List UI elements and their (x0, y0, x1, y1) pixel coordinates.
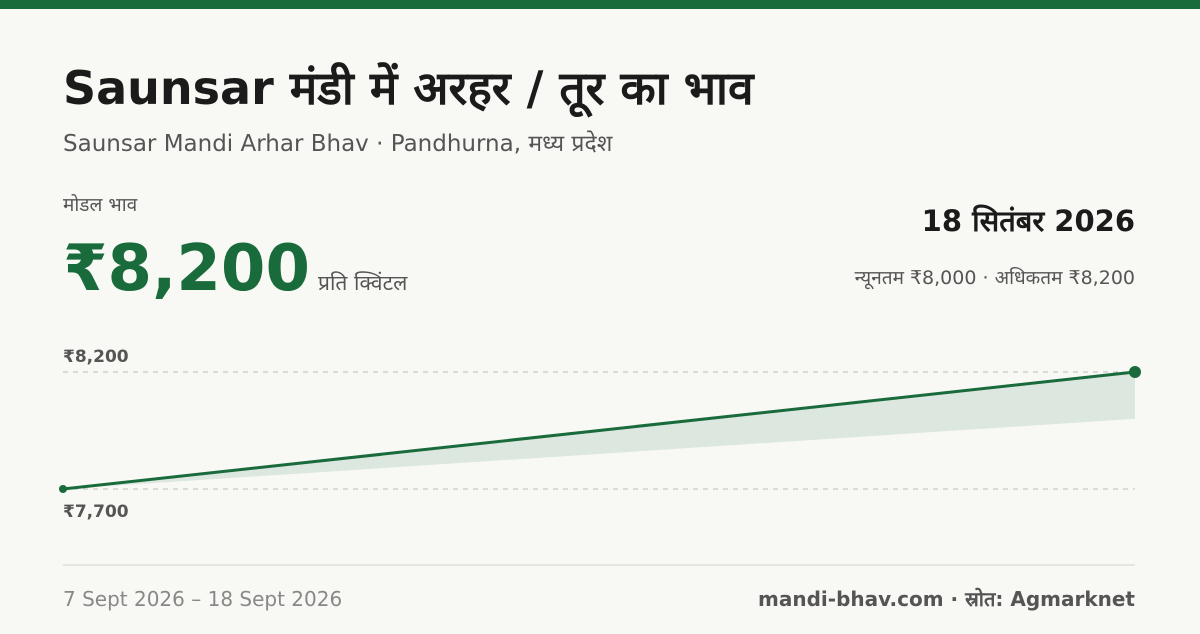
price-unit: प्रति क्विंटल (318, 271, 408, 295)
y-tick-label: ₹7,700 (63, 502, 129, 522)
date: 18 सितंबर 2026 (922, 204, 1135, 238)
y-tick-label: ₹8,200 (63, 347, 129, 367)
plot: ₹8,200 ₹7,700 (59, 347, 1141, 522)
source: mandi-bhav.com · स्रोत: Agmarknet (758, 587, 1135, 611)
price-point (1129, 366, 1141, 378)
price-point (59, 485, 67, 493)
price: ₹8,200 (63, 232, 310, 306)
title: Saunsar मंडी में अरहर / तूर का भाव (63, 61, 755, 118)
min-max: न्यूनतम ₹8,000 · अधिकतम ₹8,200 (855, 266, 1135, 290)
top-bar (0, 0, 1200, 9)
date-range: 7 Sept 2026 – 18 Sept 2026 (63, 587, 342, 611)
subtitle: Saunsar Mandi Arhar Bhav · Pandhurna, मध… (63, 130, 613, 157)
price-line (62, 370, 1136, 491)
price-caption: मोडल भाव (63, 193, 138, 216)
